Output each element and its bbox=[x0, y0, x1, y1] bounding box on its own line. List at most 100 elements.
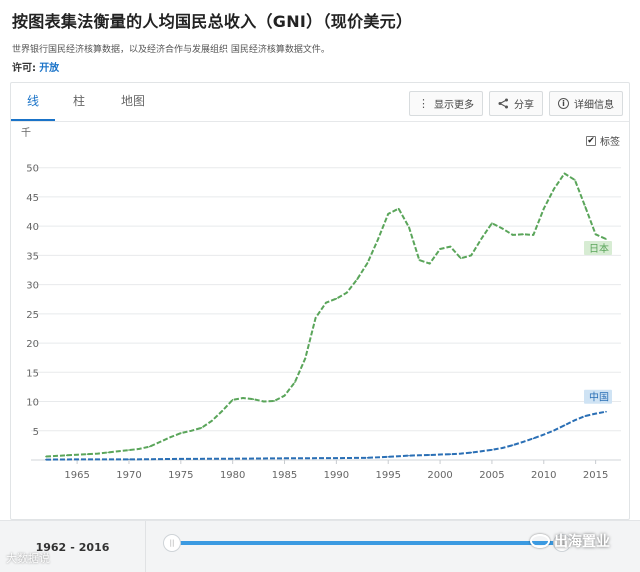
range-separator: - bbox=[70, 540, 75, 554]
series-point-1 bbox=[501, 447, 504, 449]
series-point-0 bbox=[511, 234, 514, 236]
series-end-label-bg bbox=[584, 241, 612, 256]
series-point-1 bbox=[128, 458, 130, 461]
series-end-label: 日本 bbox=[589, 242, 609, 255]
series-point-0 bbox=[449, 245, 452, 248]
series-point-0 bbox=[117, 450, 120, 453]
show-more-label: 显示更多 bbox=[434, 100, 474, 111]
series-point-0 bbox=[252, 398, 255, 401]
series-point-0 bbox=[138, 448, 141, 450]
labels-toggle-label: 标签 bbox=[600, 137, 620, 148]
series-point-0 bbox=[584, 206, 587, 208]
y-tick-label: 10 bbox=[26, 398, 39, 409]
x-tick-label: 2000 bbox=[427, 470, 452, 481]
series-point-1 bbox=[605, 410, 607, 413]
series-point-0 bbox=[169, 436, 172, 439]
range-end: 2016 bbox=[78, 540, 110, 554]
labels-checkbox[interactable]: ✔ bbox=[586, 135, 596, 146]
series-point-0 bbox=[97, 452, 99, 455]
tab-bar[interactable]: 柱 bbox=[72, 94, 85, 108]
series-point-0 bbox=[563, 172, 566, 175]
series-point-1 bbox=[511, 444, 514, 446]
series-point-0 bbox=[314, 317, 317, 319]
year-range: 1962 - 2016 bbox=[0, 521, 146, 572]
chart-panel: 线 柱 地图 ⋮ 显示更多 分享 i 详细信息 ✔ 标签 5 10 15 20 25 30… bbox=[10, 82, 630, 520]
series-point-1 bbox=[335, 457, 338, 459]
series-point-0 bbox=[460, 257, 462, 260]
range-start: 1962 bbox=[35, 540, 67, 554]
y-tick-label: 35 bbox=[26, 251, 39, 262]
series-point-0 bbox=[190, 429, 192, 432]
series-line-0 bbox=[45, 172, 607, 458]
y-tick-label: 15 bbox=[26, 368, 39, 379]
series-point-1 bbox=[387, 456, 390, 458]
series-point-0 bbox=[325, 301, 327, 304]
series-point-0 bbox=[45, 455, 47, 458]
series-point-0 bbox=[76, 453, 78, 456]
series-point-1 bbox=[563, 424, 566, 427]
labels-toggle[interactable]: ✔ 标签 bbox=[586, 133, 620, 148]
series-point-1 bbox=[542, 433, 545, 436]
y-tick-label: 30 bbox=[26, 281, 39, 292]
series-point-1 bbox=[480, 450, 483, 453]
series-point-0 bbox=[408, 226, 410, 229]
series-point-1 bbox=[231, 457, 234, 460]
chart-actions: ⋮ 显示更多 分享 i 详细信息 bbox=[409, 91, 623, 116]
series-point-1 bbox=[428, 454, 431, 456]
series-point-0 bbox=[107, 451, 110, 454]
series-point-0 bbox=[605, 238, 607, 240]
series-point-0 bbox=[159, 441, 161, 443]
slider-end-handle[interactable]: || bbox=[553, 534, 571, 552]
series-point-0 bbox=[377, 238, 379, 241]
series-point-0 bbox=[366, 262, 369, 264]
series-end-label-bg bbox=[584, 389, 612, 404]
series-point-0 bbox=[55, 455, 58, 457]
x-tick-label: 1995 bbox=[375, 470, 400, 481]
x-tick-label: 1965 bbox=[64, 470, 89, 481]
y-tick-label: 45 bbox=[26, 193, 39, 204]
y-tick-label: 20 bbox=[26, 339, 39, 350]
y-tick-label: 50 bbox=[26, 164, 39, 175]
series-point-0 bbox=[397, 207, 400, 210]
series-point-0 bbox=[491, 222, 493, 225]
series-point-0 bbox=[553, 187, 555, 190]
series-point-0 bbox=[273, 400, 275, 402]
series-point-0 bbox=[532, 234, 535, 236]
share-icon bbox=[498, 98, 508, 109]
tab-line[interactable]: 线 bbox=[11, 83, 55, 121]
x-tick-label: 1985 bbox=[272, 470, 297, 481]
y-tick-label: 25 bbox=[26, 310, 39, 321]
series-point-0 bbox=[221, 410, 224, 412]
series-point-0 bbox=[294, 381, 296, 384]
series-point-0 bbox=[522, 233, 524, 236]
show-more-button[interactable]: ⋮ 显示更多 bbox=[409, 91, 483, 116]
series-point-1 bbox=[45, 458, 47, 461]
year-range-slider[interactable] bbox=[168, 541, 560, 545]
x-tick-label: 2005 bbox=[479, 470, 504, 481]
series-point-0 bbox=[283, 394, 286, 397]
x-tick-label: 2015 bbox=[583, 470, 608, 481]
x-tick-label: 2010 bbox=[531, 470, 556, 481]
series-point-0 bbox=[211, 420, 213, 422]
share-label: 分享 bbox=[514, 100, 534, 111]
tab-divider bbox=[11, 121, 629, 122]
x-tick-label: 1990 bbox=[324, 470, 349, 481]
series-point-0 bbox=[242, 397, 244, 399]
series-end-label: 中国 bbox=[589, 391, 609, 404]
series-point-1 bbox=[439, 453, 441, 456]
series-point-1 bbox=[532, 437, 535, 440]
series-point-0 bbox=[542, 207, 545, 210]
series-point-0 bbox=[65, 454, 68, 457]
slider-start-handle[interactable]: || bbox=[163, 534, 181, 552]
series-point-0 bbox=[356, 278, 358, 281]
series-point-0 bbox=[387, 213, 390, 215]
series-point-0 bbox=[304, 357, 307, 360]
wechat-icon bbox=[530, 534, 550, 548]
series-point-1 bbox=[366, 456, 369, 459]
y-tick-label: 5 bbox=[33, 427, 39, 438]
share-button[interactable]: 分享 bbox=[489, 91, 543, 116]
license-link[interactable]: 开放 bbox=[39, 63, 60, 74]
series-point-0 bbox=[200, 427, 203, 429]
details-button[interactable]: i 详细信息 bbox=[549, 91, 623, 116]
tab-map[interactable]: 地图 bbox=[120, 94, 145, 108]
